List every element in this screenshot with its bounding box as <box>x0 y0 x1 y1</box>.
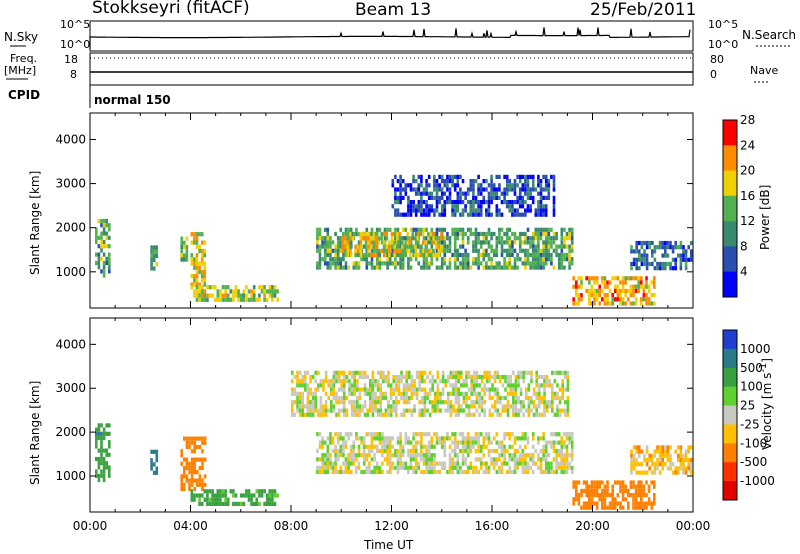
x-tick-label: 20:00 <box>575 519 610 533</box>
velocity-colorbar-tick: 500 <box>740 361 763 375</box>
freq-label-2: [MHz] <box>4 64 37 77</box>
power-colorbar-segment <box>723 221 737 247</box>
velocity-colorbar-tick: -500 <box>740 455 767 469</box>
velocity-region <box>630 445 693 475</box>
nsky-tick-top: 10^5 <box>60 18 91 31</box>
date-title: 25/Feb/2011 <box>590 0 697 20</box>
power-colorbar-tick: 16 <box>740 189 755 203</box>
power-region <box>190 232 207 287</box>
power-region <box>572 276 656 306</box>
cpid-mode: normal 150 <box>94 93 171 107</box>
station-title: Stokkseyri (fitACF) <box>92 0 250 18</box>
nave-label: Nave <box>750 64 779 77</box>
velocity-region <box>180 436 207 492</box>
velocity-colorbar-segment <box>723 348 737 369</box>
x-tick-label: 08:00 <box>274 519 309 533</box>
power-colorbar-tick: 20 <box>740 164 755 178</box>
power-region <box>180 236 189 262</box>
power-colorbar-tick: 8 <box>740 239 748 253</box>
nsearch-tick-top: 10^5 <box>708 18 739 31</box>
velocity-region <box>316 432 574 475</box>
freq-label-1: Freq. <box>10 52 38 65</box>
nsky-frame <box>89 20 694 52</box>
power-colorbar-tick: 4 <box>740 265 748 279</box>
power-colorbar-frame <box>722 119 738 298</box>
x-axis-label: Time UT <box>364 538 414 552</box>
power-colorbar-tick: 28 <box>740 113 755 127</box>
power-colorbar-tick: 24 <box>740 138 755 152</box>
nsky-label: N.Sky <box>4 30 39 44</box>
freq-frame <box>89 52 694 86</box>
velocity-colorbar-tick: -1000 <box>740 474 775 488</box>
power-region <box>341 232 443 258</box>
nave-tick-bottom: 0 <box>710 68 717 81</box>
nsky-line <box>89 27 691 49</box>
x-tick-label: 12:00 <box>374 519 409 533</box>
power-region <box>391 174 556 217</box>
y-tick-label: 3000 <box>55 381 86 395</box>
velocity-colorbar-segment <box>723 386 737 407</box>
velocity-colorbar-segment <box>723 481 737 501</box>
velocity-colorbar-segment <box>723 405 737 425</box>
power-region <box>190 285 279 302</box>
power-colorbar-tick: 12 <box>740 214 755 228</box>
x-tick-label: 00:00 <box>676 519 711 533</box>
velocity-colorbar-segment <box>723 330 737 350</box>
velocity-colorbar-tick: -100 <box>740 436 767 450</box>
velocity-colorbar-tick: -25 <box>740 417 760 431</box>
x-tick-label: 04:00 <box>173 519 208 533</box>
power-colorbar-segment <box>723 170 737 197</box>
x-tick-label: 16:00 <box>475 519 510 533</box>
power-colorbar-segment <box>723 246 737 273</box>
power-region <box>630 240 693 271</box>
velocity-colorbar-tick: 1000 <box>740 342 771 356</box>
velocity-colorbar-segment <box>723 424 737 444</box>
velocity-region <box>150 449 159 475</box>
nsky-tick-bottom: 10^0 <box>60 38 91 51</box>
nsearch-tick-bottom: 10^0 <box>708 38 739 51</box>
velocity-colorbar-tick: 25 <box>740 399 755 413</box>
power-colorbar-segment <box>723 120 737 146</box>
y-tick-label: 1000 <box>55 265 86 279</box>
beam-title: Beam 13 <box>355 0 432 20</box>
cpid-label: CPID <box>8 88 41 102</box>
velocity-colorbar-tick: 100 <box>740 380 763 394</box>
velocity-region <box>95 423 111 483</box>
freq-tick-bottom: 8 <box>70 68 77 81</box>
power-region <box>150 245 159 271</box>
nave-tick-top: 80 <box>710 53 724 66</box>
power-colorbar-segment <box>723 195 737 222</box>
velocity-region <box>190 489 279 506</box>
y-tick-label: 3000 <box>55 177 86 191</box>
freq-tick-top: 18 <box>64 53 78 66</box>
y-tick-label: 2000 <box>55 425 86 439</box>
power-colorbar-segment <box>723 271 737 298</box>
velocity-region <box>291 370 570 417</box>
velocity-colorbar-frame <box>722 329 738 501</box>
y-tick-label: 1000 <box>55 469 86 483</box>
y-tick-label: 2000 <box>55 221 86 235</box>
y-tick-label: 4000 <box>55 337 86 351</box>
power-region <box>95 218 111 278</box>
power-colorbar-segment <box>723 145 737 172</box>
x-tick-label: 00:00 <box>73 519 108 533</box>
velocity-colorbar-segment <box>723 462 737 482</box>
velocity-region <box>572 480 656 510</box>
velocity-colorbar-segment <box>723 367 737 388</box>
nsearch-label: N.Search <box>742 28 797 42</box>
velocity-colorbar-segment <box>723 443 737 463</box>
y-tick-label: 4000 <box>55 132 86 146</box>
